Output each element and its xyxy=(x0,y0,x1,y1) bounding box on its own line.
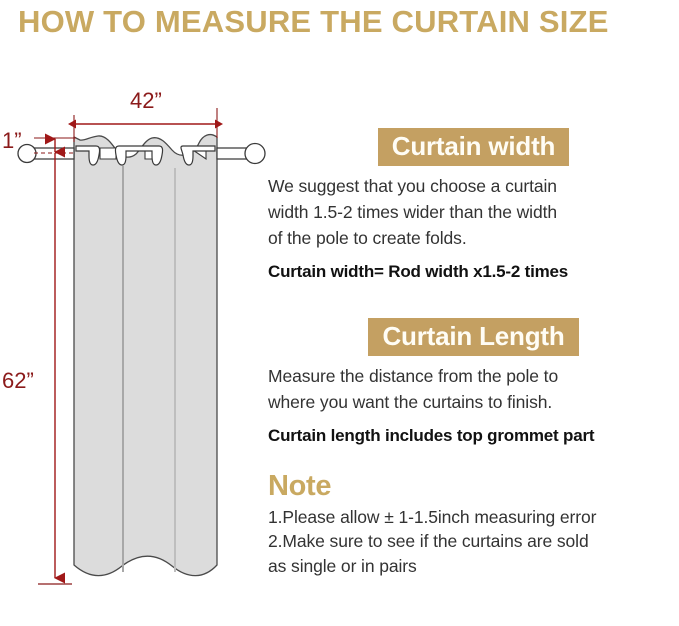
formula-curtain-length: Curtain length includes top grommet part xyxy=(268,425,595,445)
top-dimension-label: 1” xyxy=(2,128,22,153)
section-note: Note 1.Please allow ± 1-1.5inch measurin… xyxy=(268,469,679,580)
badge-curtain-width: Curtain width xyxy=(377,128,570,167)
instructions-column: Curtain width We suggest that you choose… xyxy=(268,128,679,579)
body-curtain-length: Measure the distance from the pole to wh… xyxy=(268,364,679,416)
page-title: HOW TO MEASURE THE CURTAIN SIZE xyxy=(18,4,609,39)
curtain-grommets xyxy=(75,145,216,166)
note-items: 1.Please allow ± 1-1.5inch measuring err… xyxy=(268,505,679,580)
note-heading: Note xyxy=(268,469,332,502)
badge-row-curtain-length: Curtain Length xyxy=(268,317,679,356)
section-spacer xyxy=(268,446,679,472)
section-curtain-length: Curtain Length Measure the distance from… xyxy=(268,317,679,446)
body-line: We suggest that you choose a curtain xyxy=(268,176,557,197)
section-curtain-width: Curtain width We suggest that you choose… xyxy=(268,128,679,282)
note-item: as single or in pairs xyxy=(268,556,417,577)
note-item: 1.Please allow ± 1-1.5inch measuring err… xyxy=(268,506,597,527)
curtain-measurement-diagram: 42” 1” 62” xyxy=(0,60,280,626)
grommet-1 xyxy=(75,145,101,166)
body-line: width 1.5-2 times wider than the width xyxy=(268,201,557,222)
badge-curtain-length: Curtain Length xyxy=(368,317,579,356)
grommet-4 xyxy=(180,145,216,166)
grommet-2-3 xyxy=(114,145,164,166)
body-line: Measure the distance from the pole to xyxy=(268,365,559,386)
width-dimension: 42” xyxy=(68,88,223,142)
section-spacer xyxy=(268,282,679,318)
length-dimension-label: 62” xyxy=(2,368,34,393)
note-item: 2.Make sure to see if the curtains are s… xyxy=(268,531,589,552)
width-dimension-label: 42” xyxy=(130,88,162,113)
formula-curtain-width: Curtain width= Rod width x1.5-2 times xyxy=(268,261,569,281)
curtain-panel xyxy=(73,133,218,577)
body-line: where you want the curtains to finish. xyxy=(268,391,553,412)
badge-row-curtain-width: Curtain width xyxy=(268,128,679,167)
body-line: of the pole to create folds. xyxy=(268,227,467,248)
length-dimension: 62” xyxy=(2,153,72,585)
rod-finial-right xyxy=(244,142,266,165)
body-curtain-width: We suggest that you choose a curtain wid… xyxy=(268,174,679,252)
